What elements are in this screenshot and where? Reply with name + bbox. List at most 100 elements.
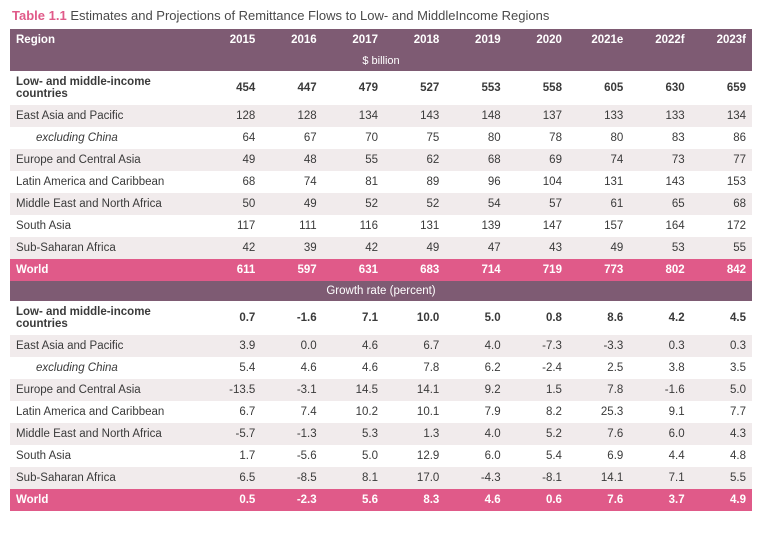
value-cell: 6.0 (445, 445, 506, 467)
value-cell: 75 (384, 127, 445, 149)
column-header: 2018 (384, 29, 445, 51)
value-cell: 47 (445, 237, 506, 259)
value-cell: 4.0 (445, 423, 506, 445)
value-cell: 131 (568, 171, 629, 193)
value-cell: 128 (200, 105, 261, 127)
value-cell: 527 (384, 71, 445, 105)
value-cell: 42 (323, 237, 384, 259)
table-row: Sub-Saharan Africa6.5-8.58.117.0-4.3-8.1… (10, 467, 752, 489)
value-cell: 0.6 (507, 489, 568, 511)
table-row: Europe and Central Asia49485562686974737… (10, 149, 752, 171)
value-cell: 4.6 (445, 489, 506, 511)
value-cell: 86 (691, 127, 752, 149)
column-header: 2015 (200, 29, 261, 51)
value-cell: 5.0 (445, 301, 506, 335)
value-cell: 49 (384, 237, 445, 259)
value-cell: 714 (445, 259, 506, 281)
value-cell: 683 (384, 259, 445, 281)
region-label: Middle East and North Africa (10, 193, 200, 215)
value-cell: 9.1 (629, 401, 690, 423)
table-row: Sub-Saharan Africa423942494743495355 (10, 237, 752, 259)
region-label: excluding China (10, 127, 200, 149)
value-cell: 5.5 (691, 467, 752, 489)
value-cell: 5.2 (507, 423, 568, 445)
value-cell: 1.5 (507, 379, 568, 401)
value-cell: 43 (507, 237, 568, 259)
value-cell: 78 (507, 127, 568, 149)
value-cell: 74 (568, 149, 629, 171)
value-cell: 5.0 (691, 379, 752, 401)
value-cell: 134 (323, 105, 384, 127)
value-cell: 4.0 (445, 335, 506, 357)
value-cell: 14.1 (384, 379, 445, 401)
table-number: Table 1.1 (12, 8, 67, 23)
region-label: Latin America and Caribbean (10, 171, 200, 193)
value-cell: 4.6 (323, 335, 384, 357)
value-cell: 137 (507, 105, 568, 127)
table-row: East Asia and Pacific3.90.04.66.74.0-7.3… (10, 335, 752, 357)
table-row: Middle East and North Africa504952525457… (10, 193, 752, 215)
value-cell: -8.1 (507, 467, 568, 489)
value-cell: 139 (445, 215, 506, 237)
column-header: 2017 (323, 29, 384, 51)
table-row: Middle East and North Africa-5.7-1.35.31… (10, 423, 752, 445)
value-cell: 17.0 (384, 467, 445, 489)
value-cell: 133 (568, 105, 629, 127)
value-cell: 630 (629, 71, 690, 105)
value-cell: 143 (384, 105, 445, 127)
value-cell: 12.9 (384, 445, 445, 467)
value-cell: 7.4 (261, 401, 322, 423)
value-cell: 7.8 (568, 379, 629, 401)
value-cell: 4.6 (261, 357, 322, 379)
value-cell: 147 (507, 215, 568, 237)
column-header: 2020 (507, 29, 568, 51)
value-cell: 6.2 (445, 357, 506, 379)
region-label: Low- and middle-income countries (10, 301, 200, 335)
value-cell: 558 (507, 71, 568, 105)
value-cell: 55 (323, 149, 384, 171)
value-cell: -8.5 (261, 467, 322, 489)
table-title: Table 1.1 Estimates and Projections of R… (12, 8, 752, 23)
region-label: South Asia (10, 445, 200, 467)
value-cell: 6.7 (200, 401, 261, 423)
column-header: 2023f (691, 29, 752, 51)
value-cell: 81 (323, 171, 384, 193)
table-row: World611597631683714719773802842 (10, 259, 752, 281)
value-cell: -5.7 (200, 423, 261, 445)
value-cell: 4.9 (691, 489, 752, 511)
value-cell: 65 (629, 193, 690, 215)
value-cell: 89 (384, 171, 445, 193)
value-cell: 454 (200, 71, 261, 105)
value-cell: 7.1 (323, 301, 384, 335)
value-cell: 5.3 (323, 423, 384, 445)
value-cell: 172 (691, 215, 752, 237)
value-cell: 133 (629, 105, 690, 127)
value-cell: -2.4 (507, 357, 568, 379)
value-cell: 49 (568, 237, 629, 259)
region-label: World (10, 259, 200, 281)
value-cell: 3.5 (691, 357, 752, 379)
value-cell: 49 (200, 149, 261, 171)
table-row: Latin America and Caribbean6874818996104… (10, 171, 752, 193)
subheader-billion: $ billion (10, 51, 752, 71)
value-cell: 96 (445, 171, 506, 193)
value-cell: -1.3 (261, 423, 322, 445)
column-header: 2021e (568, 29, 629, 51)
value-cell: -3.1 (261, 379, 322, 401)
region-label: excluding China (10, 357, 200, 379)
value-cell: 50 (200, 193, 261, 215)
value-cell: 6.0 (629, 423, 690, 445)
value-cell: 8.6 (568, 301, 629, 335)
remittance-table: Region2015201620172018201920202021e2022f… (10, 29, 752, 511)
value-cell: -2.3 (261, 489, 322, 511)
value-cell: 55 (691, 237, 752, 259)
value-cell: 69 (507, 149, 568, 171)
header-row: Region2015201620172018201920202021e2022f… (10, 29, 752, 51)
value-cell: 3.7 (629, 489, 690, 511)
region-label: Latin America and Caribbean (10, 401, 200, 423)
value-cell: 7.9 (445, 401, 506, 423)
value-cell: 70 (323, 127, 384, 149)
value-cell: 0.0 (261, 335, 322, 357)
value-cell: 1.3 (384, 423, 445, 445)
value-cell: -13.5 (200, 379, 261, 401)
